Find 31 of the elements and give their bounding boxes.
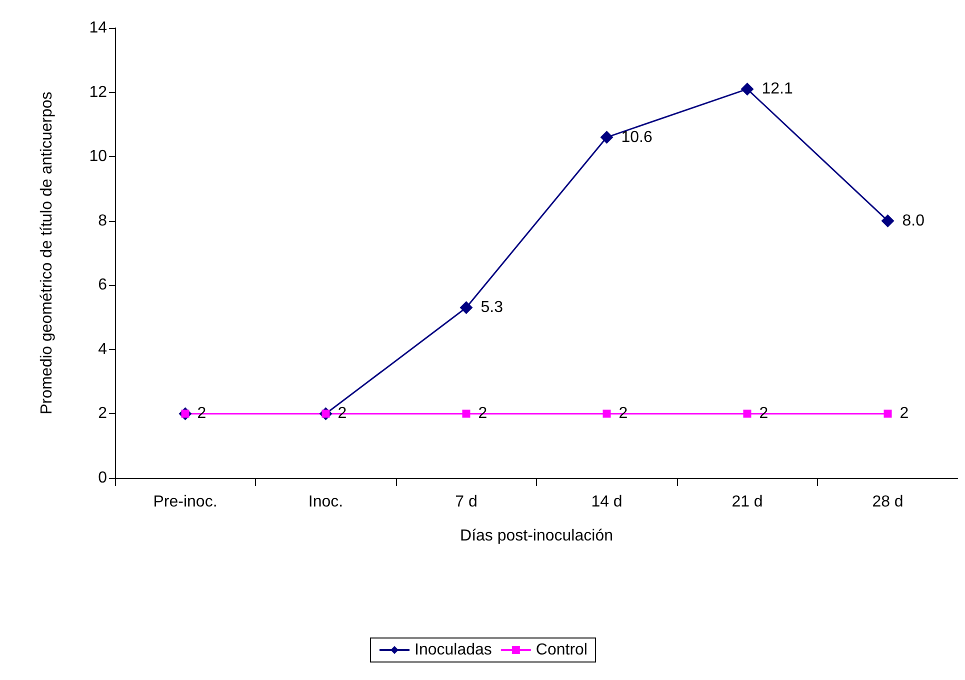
x-tick-label: 21 d (732, 494, 763, 510)
point (740, 82, 754, 96)
data-label: 2 (900, 405, 909, 422)
point (460, 301, 473, 314)
y-tick-label: 0 (98, 470, 108, 486)
point (884, 410, 892, 418)
y-tick-label: 14 (89, 20, 108, 36)
y-tick-label: 6 (98, 276, 108, 294)
legend-label: Control (536, 642, 588, 658)
x-tick-label: 14 d (591, 494, 622, 510)
x-tick-label: 7 d (455, 494, 478, 510)
data-label: 12.1 (762, 80, 793, 98)
y-tick-label: 2 (98, 405, 108, 422)
y-tick-label: 8 (98, 212, 108, 230)
y-tick-label: 10 (89, 148, 108, 166)
legend-label: Inoculadas (414, 642, 492, 658)
point (600, 130, 614, 144)
x-tick-label: Pre-inoc. (153, 494, 218, 510)
x-tick-label: 28 d (872, 494, 904, 510)
x-tick-label: Inoc. (308, 494, 344, 510)
y-axis-title: Promedio geométrico de título de anticuerpos (38, 92, 56, 414)
x-axis-title: Días post-inoculación (460, 528, 613, 544)
y-tick-label: 4 (98, 340, 108, 358)
point (602, 410, 611, 418)
data-label: 5.3 (480, 299, 504, 316)
point (462, 410, 470, 418)
y-tick-label: 12 (89, 84, 108, 101)
point (881, 214, 894, 228)
data-label: 10.6 (621, 128, 652, 146)
data-label: 8.0 (902, 212, 925, 230)
point (743, 410, 752, 418)
